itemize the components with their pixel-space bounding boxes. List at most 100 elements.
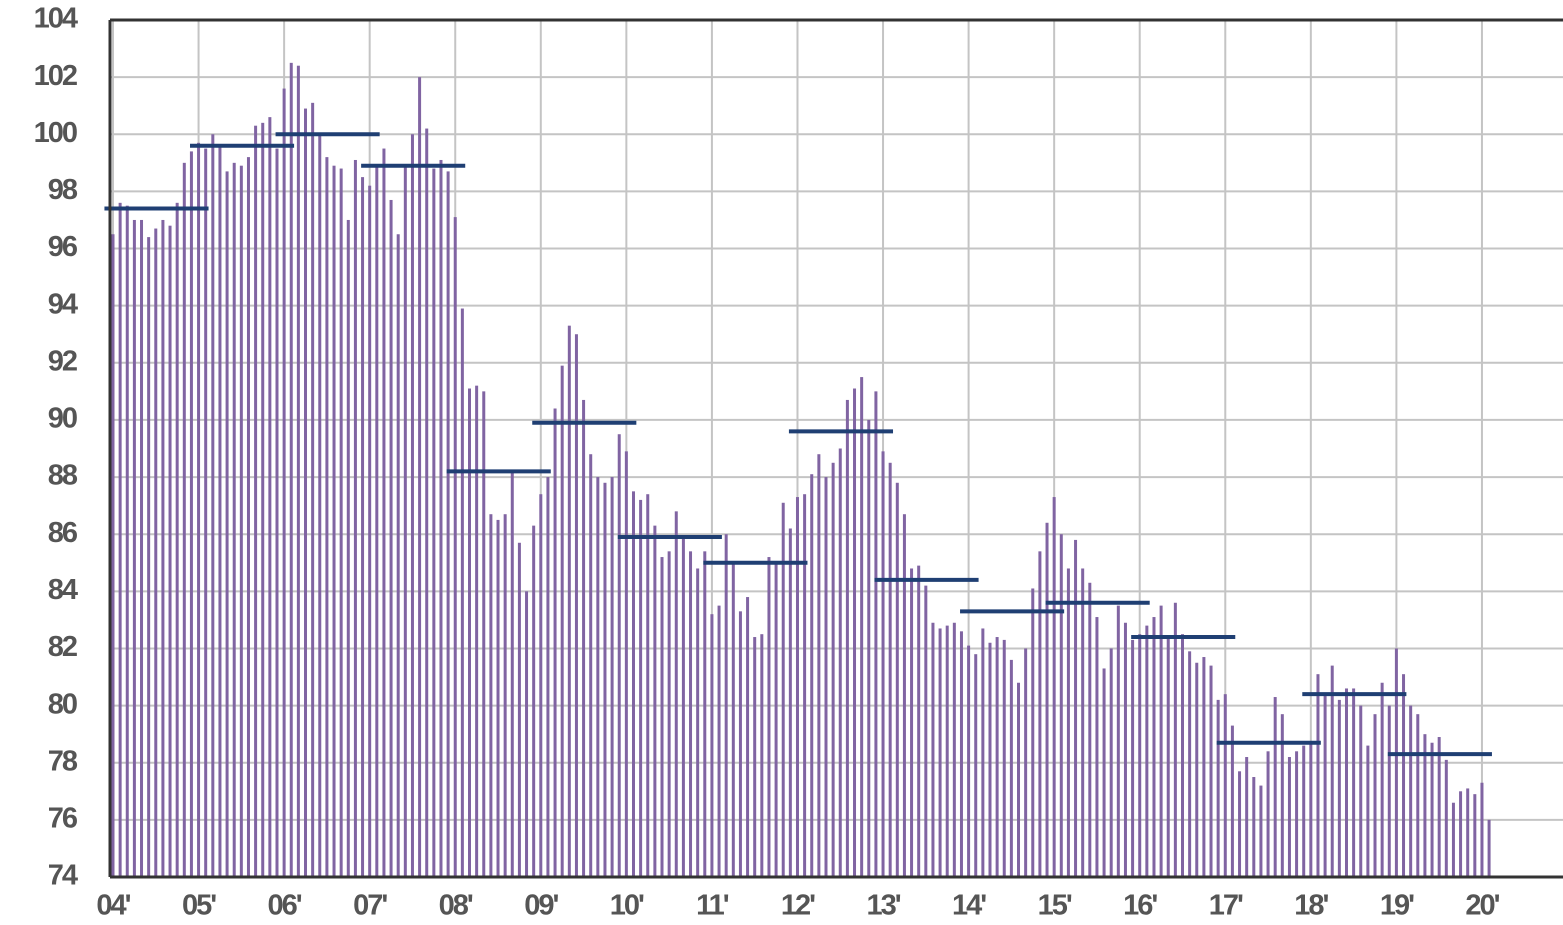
bar	[610, 477, 614, 877]
bar	[596, 477, 600, 877]
bar	[204, 148, 208, 878]
bar	[1095, 617, 1099, 877]
y-tick-label: 78	[48, 745, 78, 777]
bar	[425, 128, 429, 877]
bar	[1230, 725, 1234, 877]
bar	[1031, 588, 1035, 877]
bar	[261, 122, 265, 878]
bar	[1245, 757, 1249, 877]
bar	[1487, 819, 1491, 877]
bar	[1273, 697, 1277, 877]
bar	[460, 308, 464, 878]
bar	[1173, 602, 1177, 877]
bar	[910, 568, 914, 877]
bar	[767, 557, 771, 877]
bar	[1359, 705, 1363, 877]
bar	[546, 477, 550, 877]
bar	[225, 171, 229, 878]
bar	[1473, 794, 1477, 877]
bar	[917, 565, 921, 877]
bar	[1123, 622, 1127, 877]
bar	[325, 157, 329, 877]
bar	[353, 159, 357, 877]
bar	[646, 494, 650, 877]
bar	[1238, 771, 1242, 877]
bar	[211, 134, 215, 877]
bar	[154, 228, 158, 877]
x-tick-label: 14'	[952, 890, 986, 922]
bar	[1009, 659, 1013, 877]
bar	[689, 551, 693, 877]
bar	[781, 502, 785, 877]
bar	[817, 454, 821, 877]
bar	[418, 77, 422, 878]
bar	[1394, 648, 1398, 877]
bar	[1309, 742, 1313, 877]
bar	[924, 585, 928, 877]
bar	[774, 562, 778, 877]
bar	[1409, 705, 1413, 877]
bar	[981, 628, 985, 877]
bar	[1287, 757, 1291, 877]
bar	[660, 557, 664, 877]
y-tick-label: 90	[48, 403, 77, 435]
bar	[703, 551, 707, 877]
bar	[860, 377, 864, 877]
bar	[246, 157, 250, 877]
bar	[218, 145, 222, 877]
bar	[902, 514, 906, 877]
bar	[1045, 522, 1049, 877]
bar	[1181, 634, 1184, 877]
bar	[945, 625, 949, 877]
bar	[1152, 617, 1156, 877]
bar	[396, 234, 400, 877]
bar	[1145, 625, 1149, 877]
bar	[382, 148, 386, 878]
bar	[1302, 745, 1306, 877]
bar	[132, 219, 136, 877]
bar	[1088, 582, 1092, 877]
bar	[446, 171, 450, 878]
bar	[1166, 637, 1170, 877]
y-tick-label: 96	[48, 231, 78, 263]
bar	[1188, 651, 1192, 877]
y-tick-label: 76	[48, 803, 78, 835]
bar	[1038, 551, 1042, 877]
bar	[1387, 705, 1391, 877]
y-tick-label: 100	[34, 117, 77, 149]
x-tick-label: 15'	[1038, 890, 1072, 922]
bar	[339, 168, 343, 878]
bar	[482, 391, 486, 877]
bar	[111, 234, 115, 877]
bar	[1280, 714, 1284, 877]
bar	[289, 62, 293, 878]
bar	[824, 477, 828, 877]
bar	[731, 562, 735, 877]
bar	[1451, 802, 1455, 877]
bar	[1266, 751, 1270, 877]
bar	[967, 645, 971, 877]
x-tick-label: 05'	[182, 890, 216, 922]
bar	[639, 499, 643, 877]
bar	[710, 614, 714, 877]
y-tick-label: 80	[48, 688, 77, 720]
bar	[1316, 674, 1320, 877]
bar	[118, 202, 122, 877]
bar	[1223, 694, 1227, 877]
bar	[867, 419, 871, 877]
y-tick-label: 86	[48, 517, 78, 549]
bar	[624, 451, 628, 877]
bar	[1059, 534, 1063, 877]
bar	[838, 448, 842, 877]
x-tick-label: 16'	[1123, 890, 1157, 922]
x-tick-label: 13'	[866, 890, 900, 922]
bar	[724, 534, 728, 877]
bar	[1052, 497, 1056, 877]
bar	[1252, 777, 1256, 877]
bar	[525, 591, 529, 877]
bar	[403, 165, 407, 877]
bar	[1131, 639, 1135, 877]
bar	[368, 185, 372, 878]
bar	[696, 568, 700, 877]
bar	[175, 202, 179, 877]
